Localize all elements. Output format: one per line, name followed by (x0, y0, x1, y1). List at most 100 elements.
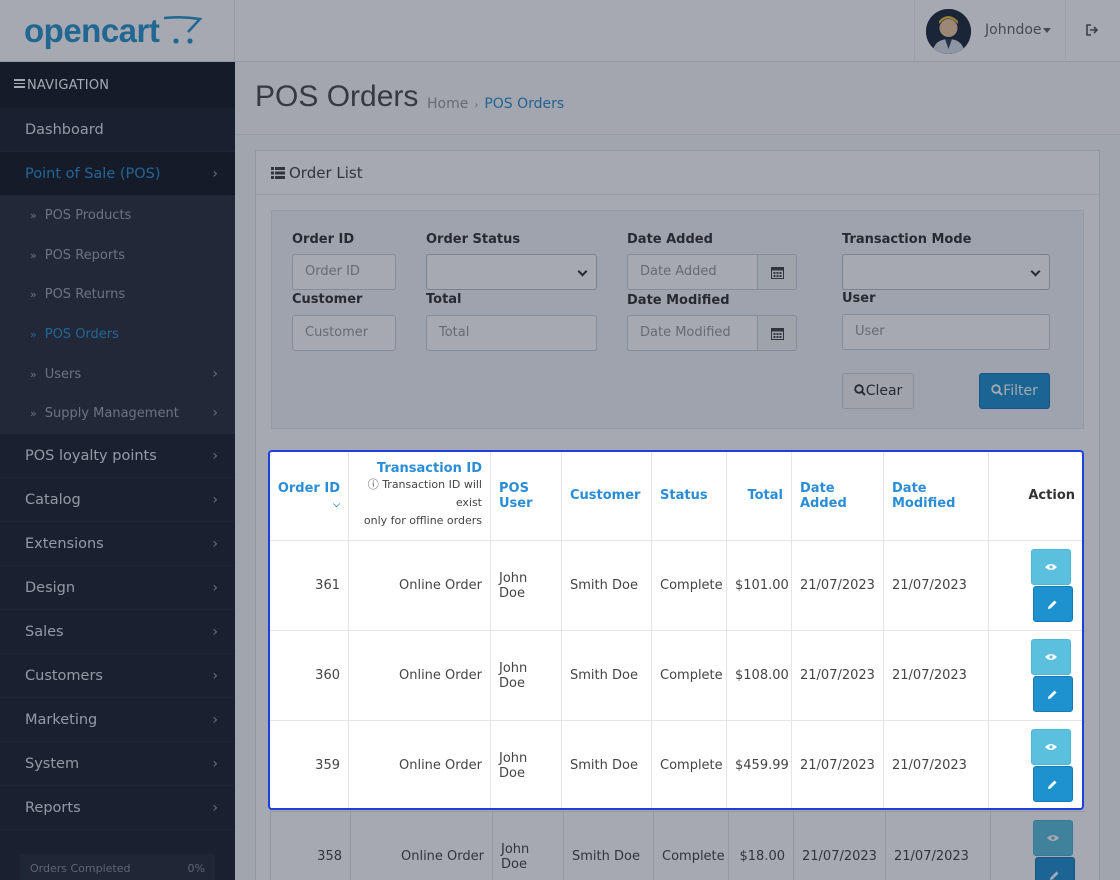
col-transaction-id-focus[interactable]: Transaction ID ⓘ Transaction ID will exis… (348, 452, 491, 541)
double-chevron-icon: » (30, 328, 37, 342)
sidebar-item-marketing[interactable]: Marketing › (0, 698, 235, 743)
sidebar-item-extensions[interactable]: Extensions › (0, 522, 235, 567)
date-modified-calendar-button[interactable] (757, 315, 797, 351)
user-dropdown[interactable]: Johndoe (914, 0, 1066, 62)
col-date-modified-focus[interactable]: Date Modified (883, 452, 989, 541)
cell-actions (990, 811, 1085, 880)
transaction-mode-select[interactable] (842, 254, 1050, 290)
col-order-id-label-focus: Order ID (277, 480, 340, 496)
menu-bars-icon (14, 79, 25, 88)
cell-pos-user: John Doe (492, 811, 564, 880)
sidebar-item-pos-returns[interactable]: » POS Returns (0, 275, 235, 316)
sidebar-item-users[interactable]: » Users › (0, 354, 235, 395)
cell-actions-focus (988, 630, 1082, 721)
order-status-select[interactable] (426, 254, 597, 290)
logout-icon[interactable] (1086, 24, 1099, 40)
cell-total-focus: $108.00 (726, 630, 792, 721)
sidebar-item-label: Dashboard (25, 122, 104, 138)
sidebar-item-pos-reports[interactable]: » POS Reports (0, 235, 235, 276)
col-pos-user-focus[interactable]: POS User (490, 452, 562, 541)
clear-button[interactable]: Clear (842, 373, 914, 409)
navigation-heading-label: NAVIGATION (27, 78, 110, 93)
calendar-icon (771, 267, 784, 279)
filter-label: Filter (1003, 383, 1038, 399)
view-order-button[interactable] (1033, 820, 1073, 856)
eye-icon-focus (1045, 744, 1057, 750)
chevron-right-icon: › (212, 668, 218, 685)
cell-date-added-focus: 21/07/2023 (791, 720, 884, 808)
breadcrumb-separator: › (474, 100, 479, 111)
double-chevron-icon: » (30, 407, 37, 421)
edit-order-button-focus[interactable] (1033, 586, 1073, 622)
sidebar-item-label: POS Products (44, 208, 132, 223)
navigation-heading: NAVIGATION (0, 62, 235, 108)
cell-date-modified-focus: 21/07/2023 (883, 720, 989, 808)
sidebar-item-pos-orders[interactable]: » POS Orders (0, 315, 235, 355)
orders-completed-stat: Orders Completed 0% (20, 854, 215, 880)
filter-button[interactable]: Filter (979, 373, 1050, 409)
cell-customer: Smith Doe (563, 811, 654, 880)
sidebar-item-label: Extensions (25, 536, 104, 553)
sidebar-item-label: POS Returns (44, 287, 126, 303)
sidebar-item-reports[interactable]: Reports › (0, 786, 235, 831)
date-added-calendar-button[interactable] (757, 254, 797, 290)
sidebar-item-dashboard[interactable]: Dashboard (0, 108, 235, 152)
cell-transaction-id-focus: Online Order (348, 720, 491, 808)
customer-input[interactable]: Customer (292, 315, 396, 351)
cell-total-focus: $459.99 (726, 720, 792, 808)
page-title: POS Orders (255, 80, 419, 113)
user-label: User (842, 291, 876, 306)
order-id-input[interactable]: Order ID (292, 254, 396, 290)
chevron-right-icon: › (212, 536, 218, 553)
view-order-button-focus[interactable] (1031, 729, 1071, 765)
sidebar-item-label: POS Orders (44, 327, 119, 343)
sidebar-item-loyalty[interactable]: POS loyalty points › (0, 434, 235, 479)
cell-total: $18.00 (728, 811, 794, 880)
cell-actions-focus (988, 720, 1082, 808)
user-input[interactable]: User (842, 314, 1050, 350)
view-order-button-focus[interactable] (1031, 639, 1071, 675)
order-status-label: Order Status (426, 232, 521, 247)
pencil-icon-focus (1048, 600, 1057, 609)
breadcrumb-current[interactable]: POS Orders (484, 96, 565, 112)
sidebar-item-label: Point of Sale (POS) (25, 166, 161, 182)
customer-label: Customer (292, 292, 363, 307)
sidebar-item-label: Reports (25, 800, 81, 817)
view-order-button-focus[interactable] (1031, 549, 1071, 585)
sidebar-item-label: Marketing (25, 712, 98, 729)
col-total-focus[interactable]: Total (726, 452, 792, 541)
sidebar-item-pos[interactable]: Point of Sale (POS) › (0, 152, 235, 196)
chevron-right-icon: › (212, 580, 218, 597)
date-modified-input[interactable]: Date Modified (627, 315, 758, 351)
sidebar-item-system[interactable]: System › (0, 742, 235, 787)
sidebar-item-label: Design (25, 580, 76, 597)
date-added-input[interactable]: Date Added (627, 254, 758, 290)
edit-order-button-focus[interactable] (1033, 766, 1073, 802)
opencart-logo[interactable]: opencart (0, 0, 235, 62)
clear-label: Clear (865, 383, 903, 399)
total-input[interactable]: Total (426, 315, 597, 351)
edit-order-button[interactable] (1035, 857, 1075, 880)
table-header-row-focus: Order ID ⌵ Transaction ID ⓘ Transaction ID… (270, 452, 1082, 541)
date-added-label: Date Added (627, 232, 713, 247)
sidebar-item-catalog[interactable]: Catalog › (0, 478, 235, 523)
sidebar-item-sales[interactable]: Sales › (0, 610, 235, 655)
top-header: opencart Johndoe (0, 0, 1120, 62)
cell-date-added-focus: 21/07/2023 (791, 630, 884, 721)
sidebar-item-design[interactable]: Design › (0, 566, 235, 611)
cell-date-modified: 21/07/2023 (885, 811, 991, 880)
sidebar-item-pos-products[interactable]: » POS Products (0, 196, 235, 236)
cell-actions-focus (988, 540, 1082, 631)
list-icon (271, 167, 285, 179)
cell-date-added-focus: 21/07/2023 (791, 540, 884, 631)
sidebar-item-label: POS loyalty points (25, 448, 157, 465)
sidebar-item-label: POS Reports (44, 247, 126, 263)
col-date-added-focus[interactable]: Date Added (791, 452, 884, 541)
cell-customer-focus: Smith Doe (561, 720, 652, 808)
edit-order-button-focus[interactable] (1033, 676, 1073, 712)
breadcrumb-home[interactable]: Home (427, 96, 469, 112)
double-chevron-icon: » (30, 248, 37, 262)
sidebar-item-customers[interactable]: Customers › (0, 654, 235, 699)
sidebar-item-supply-management[interactable]: » Supply Management › (0, 394, 235, 435)
cell-customer-focus: Smith Doe (561, 630, 652, 721)
